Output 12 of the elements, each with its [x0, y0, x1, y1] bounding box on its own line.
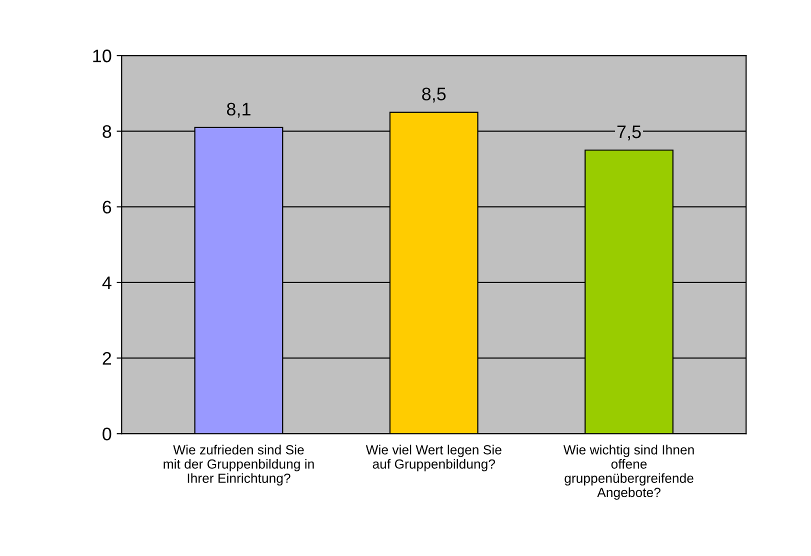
y-tick-label: 8 [102, 125, 112, 138]
y-tick-label: 4 [102, 276, 112, 289]
x-tick-label: Wie zufrieden sind Sie mit der Gruppenbildung in Ihrer Einrichtung? [164, 444, 314, 486]
data-label: 8,5 [422, 88, 446, 103]
x-tick-label: Wie wichtig sind Ihnen offene gruppenübergreifende Angebote? [563, 444, 694, 500]
y-tick-label: 10 [93, 50, 112, 62]
y-tick-label: 6 [102, 200, 112, 214]
x-tick-label: Wie viel Wert legen Sie auf Gruppenbildung? [366, 444, 502, 472]
data-label: 7,5 [617, 126, 641, 140]
y-tick-label: 0 [102, 428, 112, 440]
data-label: 8,1 [226, 102, 250, 118]
y-tick-label: 2 [102, 352, 112, 365]
